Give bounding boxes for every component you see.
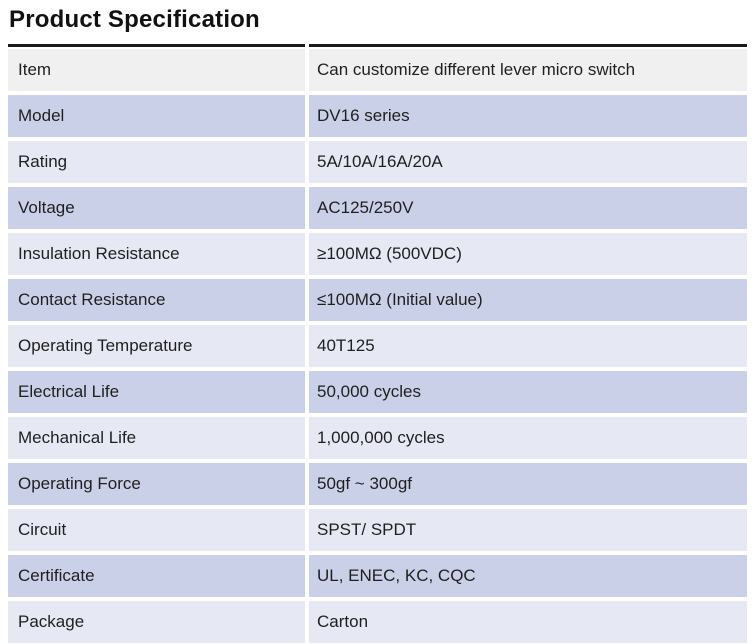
spec-label-cell: Insulation Resistance bbox=[8, 233, 305, 275]
spec-value-cell: ≤100MΩ (Initial value) bbox=[309, 279, 747, 321]
spec-label-cell: Mechanical Life bbox=[8, 417, 305, 459]
spec-label-cell: Operating Temperature bbox=[8, 325, 305, 367]
spec-label-cell: Package bbox=[8, 601, 305, 643]
top-rule-left-segment bbox=[8, 44, 305, 47]
spec-label-cell: Operating Force bbox=[8, 463, 305, 505]
spec-value-cell: 40T125 bbox=[309, 325, 747, 367]
spec-value-cell: ≥100MΩ (500VDC) bbox=[309, 233, 747, 275]
spec-value-cell: 1,000,000 cycles bbox=[309, 417, 747, 459]
spec-value-cell: 50,000 cycles bbox=[309, 371, 747, 413]
spec-label-cell: Item bbox=[8, 49, 305, 91]
spec-label-cell: Model bbox=[8, 95, 305, 137]
spec-value-cell: 5A/10A/16A/20A bbox=[309, 141, 747, 183]
spec-value-cell: Carton bbox=[309, 601, 747, 643]
spec-table: Item Can customize different lever micro … bbox=[8, 49, 747, 643]
page-title: Product Specification bbox=[9, 6, 260, 33]
spec-label-cell: Certificate bbox=[8, 555, 305, 597]
spec-label-cell: Electrical Life bbox=[8, 371, 305, 413]
spec-value-cell: 50gf ~ 300gf bbox=[309, 463, 747, 505]
spec-label-cell: Voltage bbox=[8, 187, 305, 229]
spec-value-cell: Can customize different lever micro swit… bbox=[309, 49, 747, 91]
spec-label-cell: Contact Resistance bbox=[8, 279, 305, 321]
spec-label-cell: Circuit bbox=[8, 509, 305, 551]
spec-value-cell: AC125/250V bbox=[309, 187, 747, 229]
spec-value-cell: SPST/ SPDT bbox=[309, 509, 747, 551]
spec-value-cell: DV16 series bbox=[309, 95, 747, 137]
table-top-rule bbox=[8, 44, 747, 47]
spec-value-cell: UL, ENEC, KC, CQC bbox=[309, 555, 747, 597]
top-rule-right-segment bbox=[309, 44, 747, 47]
spec-label-cell: Rating bbox=[8, 141, 305, 183]
